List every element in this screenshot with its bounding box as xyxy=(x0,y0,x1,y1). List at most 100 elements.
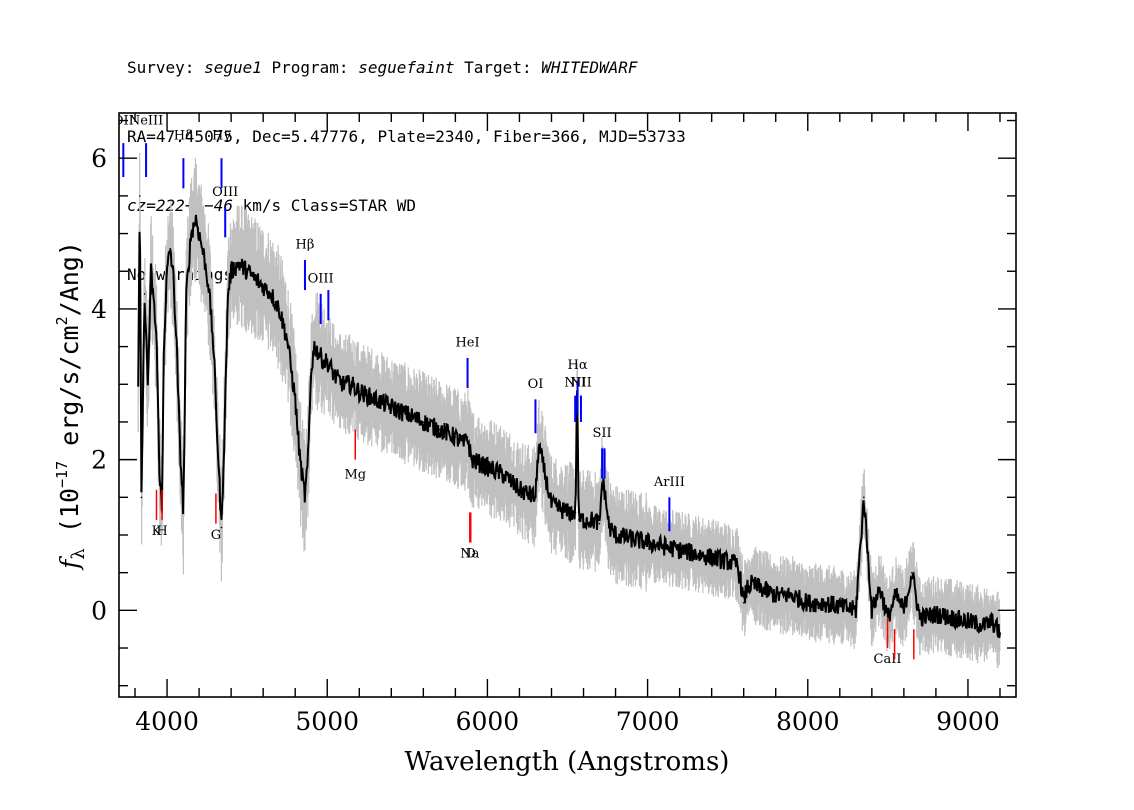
flux-point xyxy=(323,360,325,363)
flux-point xyxy=(198,232,200,235)
flux-point xyxy=(919,617,921,619)
flux-point xyxy=(230,270,232,273)
flux-point xyxy=(502,473,505,476)
flux-point xyxy=(566,511,569,514)
y-tick-label: 4 xyxy=(91,295,107,324)
flux-point xyxy=(326,360,329,363)
emission-line-label: NeIII xyxy=(129,113,163,128)
flux-point xyxy=(903,609,905,612)
flux-point xyxy=(390,406,393,408)
survey-value: segue1 xyxy=(204,58,262,77)
flux-point xyxy=(470,458,473,461)
flux-point xyxy=(462,443,465,446)
emission-line-label: SII xyxy=(593,426,612,441)
flux-point xyxy=(601,481,603,484)
absorption-line-label: H xyxy=(156,524,167,539)
x-tick-label: 5000 xyxy=(295,707,359,736)
emission-line-label: HeI xyxy=(455,336,479,351)
target-label: Target: xyxy=(454,58,542,77)
flux-point xyxy=(863,496,865,499)
flux-point xyxy=(614,534,617,536)
flux-point xyxy=(158,458,160,461)
flux-point xyxy=(190,232,192,235)
flux-point xyxy=(195,217,197,220)
flux-point xyxy=(147,383,149,386)
emission-line-label: Hα xyxy=(568,358,588,373)
flux-line xyxy=(137,214,1001,639)
flux-point xyxy=(807,602,809,604)
flux-point xyxy=(307,458,309,461)
emission-line-label: Hδ xyxy=(174,128,193,143)
flux-point xyxy=(270,293,273,295)
flux-point xyxy=(967,620,969,623)
flux-point xyxy=(139,195,141,197)
flux-point xyxy=(153,308,155,310)
absorption-line-label: Na xyxy=(460,547,479,562)
flux-point xyxy=(422,421,425,423)
x-tick-label: 8000 xyxy=(776,707,840,736)
emission-line-label: ArIII xyxy=(653,475,685,490)
flux-point xyxy=(879,586,881,589)
flux-point xyxy=(294,398,297,401)
y-tick-label: 0 xyxy=(91,596,107,625)
flux-point xyxy=(227,293,229,295)
flux-point xyxy=(746,586,748,589)
flux-point xyxy=(169,247,172,250)
flux-point xyxy=(608,526,610,529)
flux-point xyxy=(518,489,521,491)
flux-point xyxy=(678,549,681,551)
flux-point xyxy=(534,496,537,499)
emission-line-label: Hγ xyxy=(212,128,231,143)
y-label-exp2: 2 xyxy=(53,316,71,325)
emission-line-label: OIII xyxy=(308,272,334,287)
flux-point xyxy=(278,308,281,310)
flux-point xyxy=(350,383,353,386)
flux-point xyxy=(246,270,248,273)
flux-point xyxy=(726,560,729,563)
survey-label: Survey: xyxy=(127,58,205,77)
flux-point xyxy=(304,496,306,499)
flux-point xyxy=(374,398,377,401)
flux-point xyxy=(590,519,593,521)
flux-point xyxy=(662,545,665,548)
redshift-value: cz=222+/−46 xyxy=(127,196,233,215)
absorption-line-label: D xyxy=(466,547,476,562)
flux-point xyxy=(166,270,168,273)
flux-point xyxy=(334,375,337,378)
flux-point xyxy=(223,421,226,423)
x-axis-label: Wavelength (Angstroms) xyxy=(405,747,730,777)
plot-frame xyxy=(118,112,1017,698)
flux-point xyxy=(999,632,1001,634)
x-tick-label: 4000 xyxy=(135,707,199,736)
flux-point xyxy=(823,602,825,604)
flux-point xyxy=(140,496,143,499)
emission-line-label: NII xyxy=(564,376,586,391)
flux-point xyxy=(582,519,585,521)
flux-point xyxy=(758,586,761,589)
flux-point xyxy=(286,338,289,340)
y-tick-label: 2 xyxy=(91,446,107,475)
flux-point xyxy=(466,436,469,438)
flux-point xyxy=(630,538,633,540)
program-value: seguefaint xyxy=(358,58,455,77)
flux-point xyxy=(172,278,175,280)
flux-point xyxy=(935,613,937,615)
flux-point xyxy=(598,522,601,525)
flux-point xyxy=(137,383,139,386)
flux-point xyxy=(212,345,215,348)
flux-point xyxy=(983,624,985,627)
flux-point xyxy=(217,458,220,461)
y-tick-label: 6 xyxy=(91,144,107,173)
header-line-2: RA=47.45075, Dec=5.47776, Plate=2340, Fi… xyxy=(127,127,686,146)
flux-point xyxy=(911,571,913,574)
flux-point xyxy=(175,345,178,348)
absorption-line-label: G xyxy=(211,528,221,543)
absorption-line-label: CaII xyxy=(874,652,902,667)
flux-point xyxy=(182,511,185,514)
flux-point xyxy=(310,368,313,371)
flux-point xyxy=(163,345,165,348)
y-label-f: f xyxy=(55,556,84,571)
flux-point xyxy=(855,609,857,612)
y-label-exp: −17 xyxy=(53,461,71,488)
